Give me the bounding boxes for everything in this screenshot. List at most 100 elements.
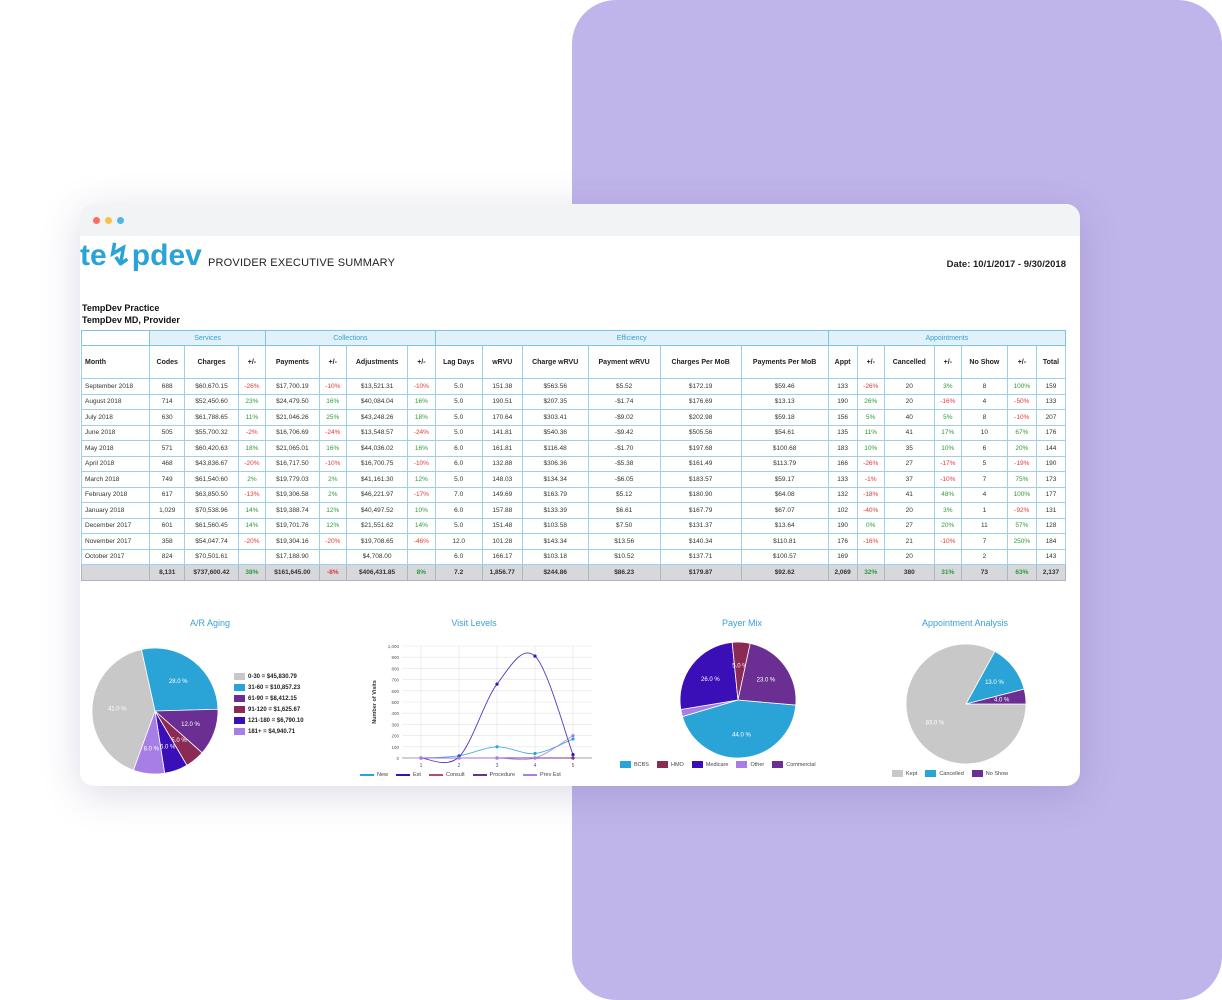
legend-item[interactable]: 31-60 = $10,857.23: [234, 683, 304, 694]
table-cell: 157.88: [481, 502, 523, 519]
table-cell: $116.48: [521, 440, 589, 457]
table-cell: 41: [883, 486, 935, 503]
legend-item[interactable]: Prev Est: [523, 772, 561, 778]
legend-item[interactable]: 121-180 = $6,790.10: [234, 716, 304, 727]
pie-slice-medicare[interactable]: [679, 641, 739, 710]
legend-item[interactable]: New: [360, 772, 388, 778]
legend-item[interactable]: Procedure: [472, 772, 515, 778]
column-header[interactable]: Codes: [149, 345, 186, 379]
legend-item[interactable]: Commercial: [772, 761, 816, 769]
column-header[interactable]: +/-: [407, 345, 436, 379]
column-header[interactable]: +/-: [1006, 345, 1038, 379]
close-dot-icon[interactable]: [93, 216, 100, 224]
table-cell: -10%: [407, 378, 436, 395]
column-header[interactable]: Payment wRVU: [587, 345, 661, 379]
legend-item[interactable]: Cancelled: [925, 770, 964, 777]
data-point[interactable]: [419, 756, 423, 760]
legend-item[interactable]: Est: [396, 772, 421, 778]
table-cell: $110.81: [740, 533, 829, 550]
table-cell: -$5.38: [587, 455, 661, 472]
table-cell: 8: [961, 378, 1008, 395]
legend-item[interactable]: HMO: [656, 761, 684, 769]
legend-item[interactable]: Other: [736, 761, 764, 769]
month-cell: July 2018: [80, 409, 151, 426]
data-point[interactable]: [533, 751, 537, 756]
column-header[interactable]: Payments Per MoB: [740, 345, 829, 379]
data-point[interactable]: [495, 682, 499, 686]
table-cell: 27: [883, 517, 935, 534]
table-cell: $21,065.01: [265, 440, 320, 457]
column-header[interactable]: +/-: [318, 345, 348, 379]
column-header[interactable]: Lag Days: [434, 345, 483, 379]
column-header[interactable]: +/-: [856, 345, 885, 379]
data-point[interactable]: [495, 745, 499, 749]
column-header[interactable]: Charges: [184, 345, 239, 379]
table-cell: $7.50: [587, 517, 661, 534]
table-cell: -1%: [856, 471, 885, 488]
table-cell: 100%: [1006, 486, 1038, 503]
table-cell: $24,479.50: [265, 393, 320, 410]
pie-slice-31-60[interactable]: [140, 647, 219, 712]
table-cell: [1006, 548, 1038, 565]
column-header[interactable]: Appt: [827, 345, 858, 379]
column-header[interactable]: Charge wRVU: [521, 345, 589, 379]
legend-label: Medicare: [705, 762, 729, 768]
table-cell: 144: [1036, 440, 1066, 457]
table-row: March 2018 749 $61,540.60 2% $19,779.03 2% $41…: [80, 471, 1066, 488]
minimize-dot-icon[interactable]: [105, 216, 112, 224]
data-point[interactable]: [457, 756, 461, 760]
table-cell: $61,540.60: [184, 471, 239, 488]
table-cell: 169: [827, 548, 858, 565]
month-cell: December 2017: [80, 517, 151, 534]
data-point[interactable]: [495, 756, 499, 760]
column-header[interactable]: Month: [80, 345, 151, 379]
legend-item[interactable]: 91-120 = $1,625.67: [234, 705, 304, 716]
table-cell: 75%: [1006, 471, 1038, 488]
table-cell: -17%: [407, 486, 436, 503]
total-cell: $406,431.85: [346, 564, 409, 581]
legend-item[interactable]: Medicare: [691, 761, 729, 769]
pie-slice-181-[interactable]: [132, 710, 166, 775]
data-point[interactable]: [571, 734, 575, 738]
table-cell: -40%: [856, 502, 885, 519]
legend-label: 0-30 = $45,830.79: [248, 674, 297, 680]
data-point[interactable]: [571, 737, 575, 741]
column-header[interactable]: Cancelled: [883, 345, 935, 379]
table-cell: 190: [827, 517, 858, 534]
legend-item[interactable]: 181+ = $4,940.71: [234, 727, 304, 738]
month-cell: September 2018: [80, 378, 151, 395]
maximize-dot-icon[interactable]: [117, 216, 124, 224]
table-cell: 20: [883, 502, 935, 519]
legend-item[interactable]: 0-30 = $45,830.79: [234, 672, 304, 683]
table-cell: 40: [883, 409, 935, 426]
legend-item[interactable]: 61-90 = $8,412.15: [234, 694, 304, 705]
pie-slice-commercial[interactable]: [737, 642, 797, 706]
table-cell: 2%: [318, 486, 348, 503]
legend-item[interactable]: Consult: [428, 772, 465, 778]
column-header[interactable]: Adjustments: [346, 345, 409, 379]
column-header[interactable]: Total: [1036, 345, 1066, 379]
legend-swatch: [234, 672, 245, 680]
table-cell: 35: [883, 440, 935, 457]
column-header[interactable]: Payments: [265, 345, 320, 379]
column-header[interactable]: No Show: [961, 345, 1008, 379]
table-cell: -20%: [237, 455, 267, 472]
table-cell: 148.03: [481, 471, 523, 488]
data-point[interactable]: [533, 756, 537, 760]
column-header[interactable]: wRVU: [481, 345, 523, 379]
data-point[interactable]: [571, 753, 575, 757]
data-point[interactable]: [533, 654, 537, 658]
column-header[interactable]: +/-: [933, 345, 963, 379]
data-point[interactable]: [571, 756, 575, 760]
column-header[interactable]: Charges Per MoB: [659, 345, 742, 379]
column-header[interactable]: +/-: [237, 345, 267, 379]
legend-item[interactable]: BCBS: [620, 761, 649, 769]
pie-slice-no-show[interactable]: [965, 688, 1027, 705]
pie-slice-0-30[interactable]: [91, 648, 156, 771]
table-cell: [237, 548, 267, 565]
total-cell: 1,856.77: [481, 564, 523, 581]
pie-slice-bcbs[interactable]: [681, 699, 797, 759]
legend-item[interactable]: Kept: [892, 770, 917, 777]
legend-label: HMO: [670, 762, 684, 768]
legend-item[interactable]: No Show: [971, 770, 1008, 777]
